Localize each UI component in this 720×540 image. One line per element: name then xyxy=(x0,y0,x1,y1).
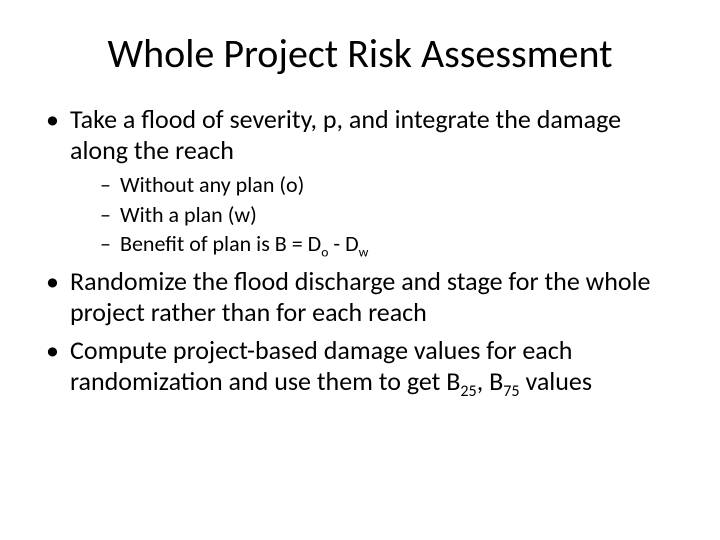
bullet-3: Compute project-based damage values for … xyxy=(40,335,684,396)
subbullet-3-pre: Benefit of plan is B = D xyxy=(120,230,321,257)
slide: Whole Project Risk Assessment Take a flo… xyxy=(0,0,720,540)
subbullet-2: With a plan (w) xyxy=(96,201,684,229)
bullet-3-mid: , B xyxy=(477,365,504,397)
bullet-3-post: values xyxy=(520,365,592,397)
subbullet-3-mid: - D xyxy=(328,230,358,257)
bullet-list: Take a flood of severity, p, and integra… xyxy=(40,104,684,397)
bullet-1-text: Take a flood of severity, p, and integra… xyxy=(70,103,621,166)
bullet-1-sublist: Without any plan (o) With a plan (w) Ben… xyxy=(96,171,684,258)
bullet-2: Randomize the flood discharge and stage … xyxy=(40,266,684,327)
slide-title: Whole Project Risk Assessment xyxy=(36,32,684,76)
subbullet-1: Without any plan (o) xyxy=(96,171,684,199)
bullet-3-sub2: 75 xyxy=(503,382,519,401)
bullet-3-sub1: 25 xyxy=(460,382,476,401)
bullet-1: Take a flood of severity, p, and integra… xyxy=(40,104,684,258)
subbullet-3: Benefit of plan is B = Do - Dw xyxy=(96,230,684,258)
subbullet-3-sub2: w xyxy=(359,244,369,261)
